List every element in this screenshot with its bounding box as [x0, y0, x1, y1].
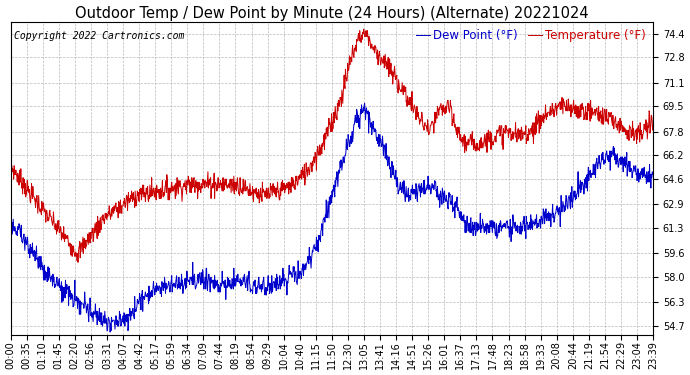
Temperature (°F) — [359, 27, 368, 32]
Temperature (°F) — [517, 138, 525, 143]
Temperature (°F) — [6, 154, 14, 159]
Dew Point (°F) — [6, 236, 14, 241]
Title: Outdoor Temp / Dew Point by Minute (24 Hours) (Alternate) 20221024: Outdoor Temp / Dew Point by Minute (24 H… — [75, 6, 589, 21]
Dew Point (°F) — [517, 222, 525, 226]
Temperature (°F) — [221, 183, 230, 188]
Dew Point (°F) — [134, 298, 142, 303]
Dew Point (°F) — [360, 101, 368, 106]
Dew Point (°F) — [221, 297, 230, 302]
Temperature (°F) — [150, 189, 158, 193]
Temperature (°F) — [74, 260, 82, 264]
Dew Point (°F) — [150, 285, 158, 290]
Temperature (°F) — [433, 116, 441, 120]
Line: Temperature (°F): Temperature (°F) — [10, 29, 653, 262]
Dew Point (°F) — [573, 187, 582, 192]
Temperature (°F) — [573, 116, 582, 120]
Legend: Dew Point (°F), Temperature (°F): Dew Point (°F), Temperature (°F) — [411, 24, 651, 46]
Temperature (°F) — [649, 123, 658, 128]
Line: Dew Point (°F): Dew Point (°F) — [10, 104, 653, 332]
Dew Point (°F) — [649, 172, 658, 177]
Dew Point (°F) — [433, 195, 441, 199]
Text: Copyright 2022 Cartronics.com: Copyright 2022 Cartronics.com — [14, 31, 184, 41]
Temperature (°F) — [134, 190, 142, 195]
Dew Point (°F) — [106, 330, 115, 334]
